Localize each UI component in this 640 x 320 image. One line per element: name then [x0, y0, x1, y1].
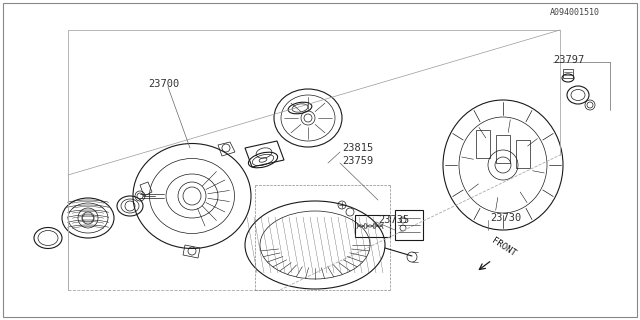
Text: 23730: 23730 [490, 213, 521, 223]
Text: 23797: 23797 [553, 55, 584, 65]
Text: A094001510: A094001510 [550, 8, 600, 17]
Text: 23815: 23815 [342, 143, 373, 153]
Bar [496, 135, 510, 163]
Text: 23700: 23700 [148, 79, 179, 89]
Text: 23735: 23735 [378, 215, 409, 225]
Text: 23759: 23759 [342, 156, 373, 166]
Bar [516, 140, 530, 168]
Bar [476, 130, 490, 158]
Text: FRONT: FRONT [490, 236, 518, 258]
Bar [563, 69, 573, 78]
Bar [395, 210, 423, 240]
Bar [355, 215, 390, 237]
